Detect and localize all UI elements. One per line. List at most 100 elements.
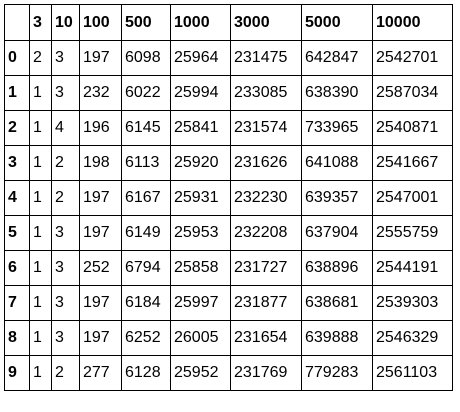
table-cell: 638390 (301, 75, 373, 111)
table-cell: 26005 (170, 320, 231, 356)
table-cell: 2 (51, 355, 80, 391)
table-cell: 2542701 (372, 40, 453, 76)
table-cell: 639888 (301, 320, 373, 356)
table-cell: 231574 (230, 110, 302, 146)
table-row: 2 1 4 196 6145 25841 231574 733965 25408… (4, 110, 453, 146)
table-cell: 6794 (121, 250, 171, 286)
table-cell: 2544191 (372, 250, 453, 286)
column-header: 3000 (230, 4, 302, 41)
table-cell: 231475 (230, 40, 302, 76)
table-cell: 231769 (230, 355, 302, 391)
results-table: 3 10 100 500 1000 3000 5000 10000 0 2 3 … (4, 4, 453, 391)
row-index: 4 (4, 180, 30, 216)
table-row: 5 1 3 197 6149 25953 232208 637904 25557… (4, 215, 453, 251)
table-cell: 3 (51, 320, 80, 356)
row-index: 0 (4, 40, 30, 76)
table-cell: 1 (29, 75, 52, 111)
table-cell: 231626 (230, 145, 302, 181)
table-header: 3 10 100 500 1000 3000 5000 10000 (4, 4, 453, 41)
table-cell: 6098 (121, 40, 171, 76)
column-header: 100 (79, 4, 122, 41)
table-row: 1 1 3 232 6022 25994 233085 638390 25870… (4, 75, 453, 111)
table-cell: 25997 (170, 285, 231, 321)
row-index: 2 (4, 110, 30, 146)
table-cell: 2546329 (372, 320, 453, 356)
table-cell: 2 (29, 40, 52, 76)
header-row: 3 10 100 500 1000 3000 5000 10000 (4, 4, 453, 41)
table-cell: 6149 (121, 215, 171, 251)
table-cell: 3 (51, 285, 80, 321)
table-cell: 639357 (301, 180, 373, 216)
table-cell: 231654 (230, 320, 302, 356)
row-index: 6 (4, 250, 30, 286)
table-cell: 3 (51, 40, 80, 76)
table-cell: 197 (79, 180, 122, 216)
header-corner-cell (4, 4, 30, 41)
table-cell: 25994 (170, 75, 231, 111)
table-row: 6 1 3 252 6794 25858 231727 638896 25441… (4, 250, 453, 286)
table-cell: 198 (79, 145, 122, 181)
table-cell: 1 (29, 355, 52, 391)
table-cell: 1 (29, 250, 52, 286)
table-cell: 252 (79, 250, 122, 286)
table-cell: 1 (29, 215, 52, 251)
table-row: 0 2 3 197 6098 25964 231475 642847 25427… (4, 40, 453, 76)
table-row: 8 1 3 197 6252 26005 231654 639888 25463… (4, 320, 453, 356)
row-index: 9 (4, 355, 30, 391)
column-header: 1000 (170, 4, 231, 41)
table-cell: 733965 (301, 110, 373, 146)
row-index: 7 (4, 285, 30, 321)
table-cell: 6252 (121, 320, 171, 356)
table-cell: 6184 (121, 285, 171, 321)
table-row: 9 1 2 277 6128 25952 231769 779283 25611… (4, 355, 453, 391)
table-cell: 25953 (170, 215, 231, 251)
table-cell: 233085 (230, 75, 302, 111)
table-cell: 25858 (170, 250, 231, 286)
table-cell: 6022 (121, 75, 171, 111)
table-cell: 779283 (301, 355, 373, 391)
table-cell: 2555759 (372, 215, 453, 251)
table-cell: 638896 (301, 250, 373, 286)
table-cell: 637904 (301, 215, 373, 251)
table-cell: 2561103 (372, 355, 453, 391)
row-index: 3 (4, 145, 30, 181)
table-cell: 1 (29, 110, 52, 146)
table-cell: 638681 (301, 285, 373, 321)
table-cell: 232208 (230, 215, 302, 251)
table-cell: 197 (79, 285, 122, 321)
table-cell: 642847 (301, 40, 373, 76)
table-cell: 6128 (121, 355, 171, 391)
column-header: 10 (51, 4, 80, 41)
table-cell: 25952 (170, 355, 231, 391)
table-cell: 2540871 (372, 110, 453, 146)
row-index: 5 (4, 215, 30, 251)
table-cell: 2547001 (372, 180, 453, 216)
table-cell: 2587034 (372, 75, 453, 111)
table-cell: 277 (79, 355, 122, 391)
table-cell: 1 (29, 145, 52, 181)
table-cell: 2539303 (372, 285, 453, 321)
table-row: 7 1 3 197 6184 25997 231877 638681 25393… (4, 285, 453, 321)
table-cell: 2 (51, 180, 80, 216)
table-cell: 25931 (170, 180, 231, 216)
table-cell: 6167 (121, 180, 171, 216)
column-header: 10000 (372, 4, 453, 41)
table-cell: 232 (79, 75, 122, 111)
results-table-container: 3 10 100 500 1000 3000 5000 10000 0 2 3 … (4, 4, 453, 391)
table-row: 4 1 2 197 6167 25931 232230 639357 25470… (4, 180, 453, 216)
table-cell: 3 (51, 250, 80, 286)
table-cell: 231877 (230, 285, 302, 321)
table-cell: 25920 (170, 145, 231, 181)
table-cell: 231727 (230, 250, 302, 286)
table-cell: 232230 (230, 180, 302, 216)
table-cell: 6113 (121, 145, 171, 181)
column-header: 3 (29, 4, 52, 41)
table-cell: 196 (79, 110, 122, 146)
table-cell: 25964 (170, 40, 231, 76)
table-cell: 197 (79, 215, 122, 251)
table-cell: 6145 (121, 110, 171, 146)
row-index: 8 (4, 320, 30, 356)
row-index: 1 (4, 75, 30, 111)
column-header: 5000 (301, 4, 373, 41)
table-row: 3 1 2 198 6113 25920 231626 641088 25416… (4, 145, 453, 181)
